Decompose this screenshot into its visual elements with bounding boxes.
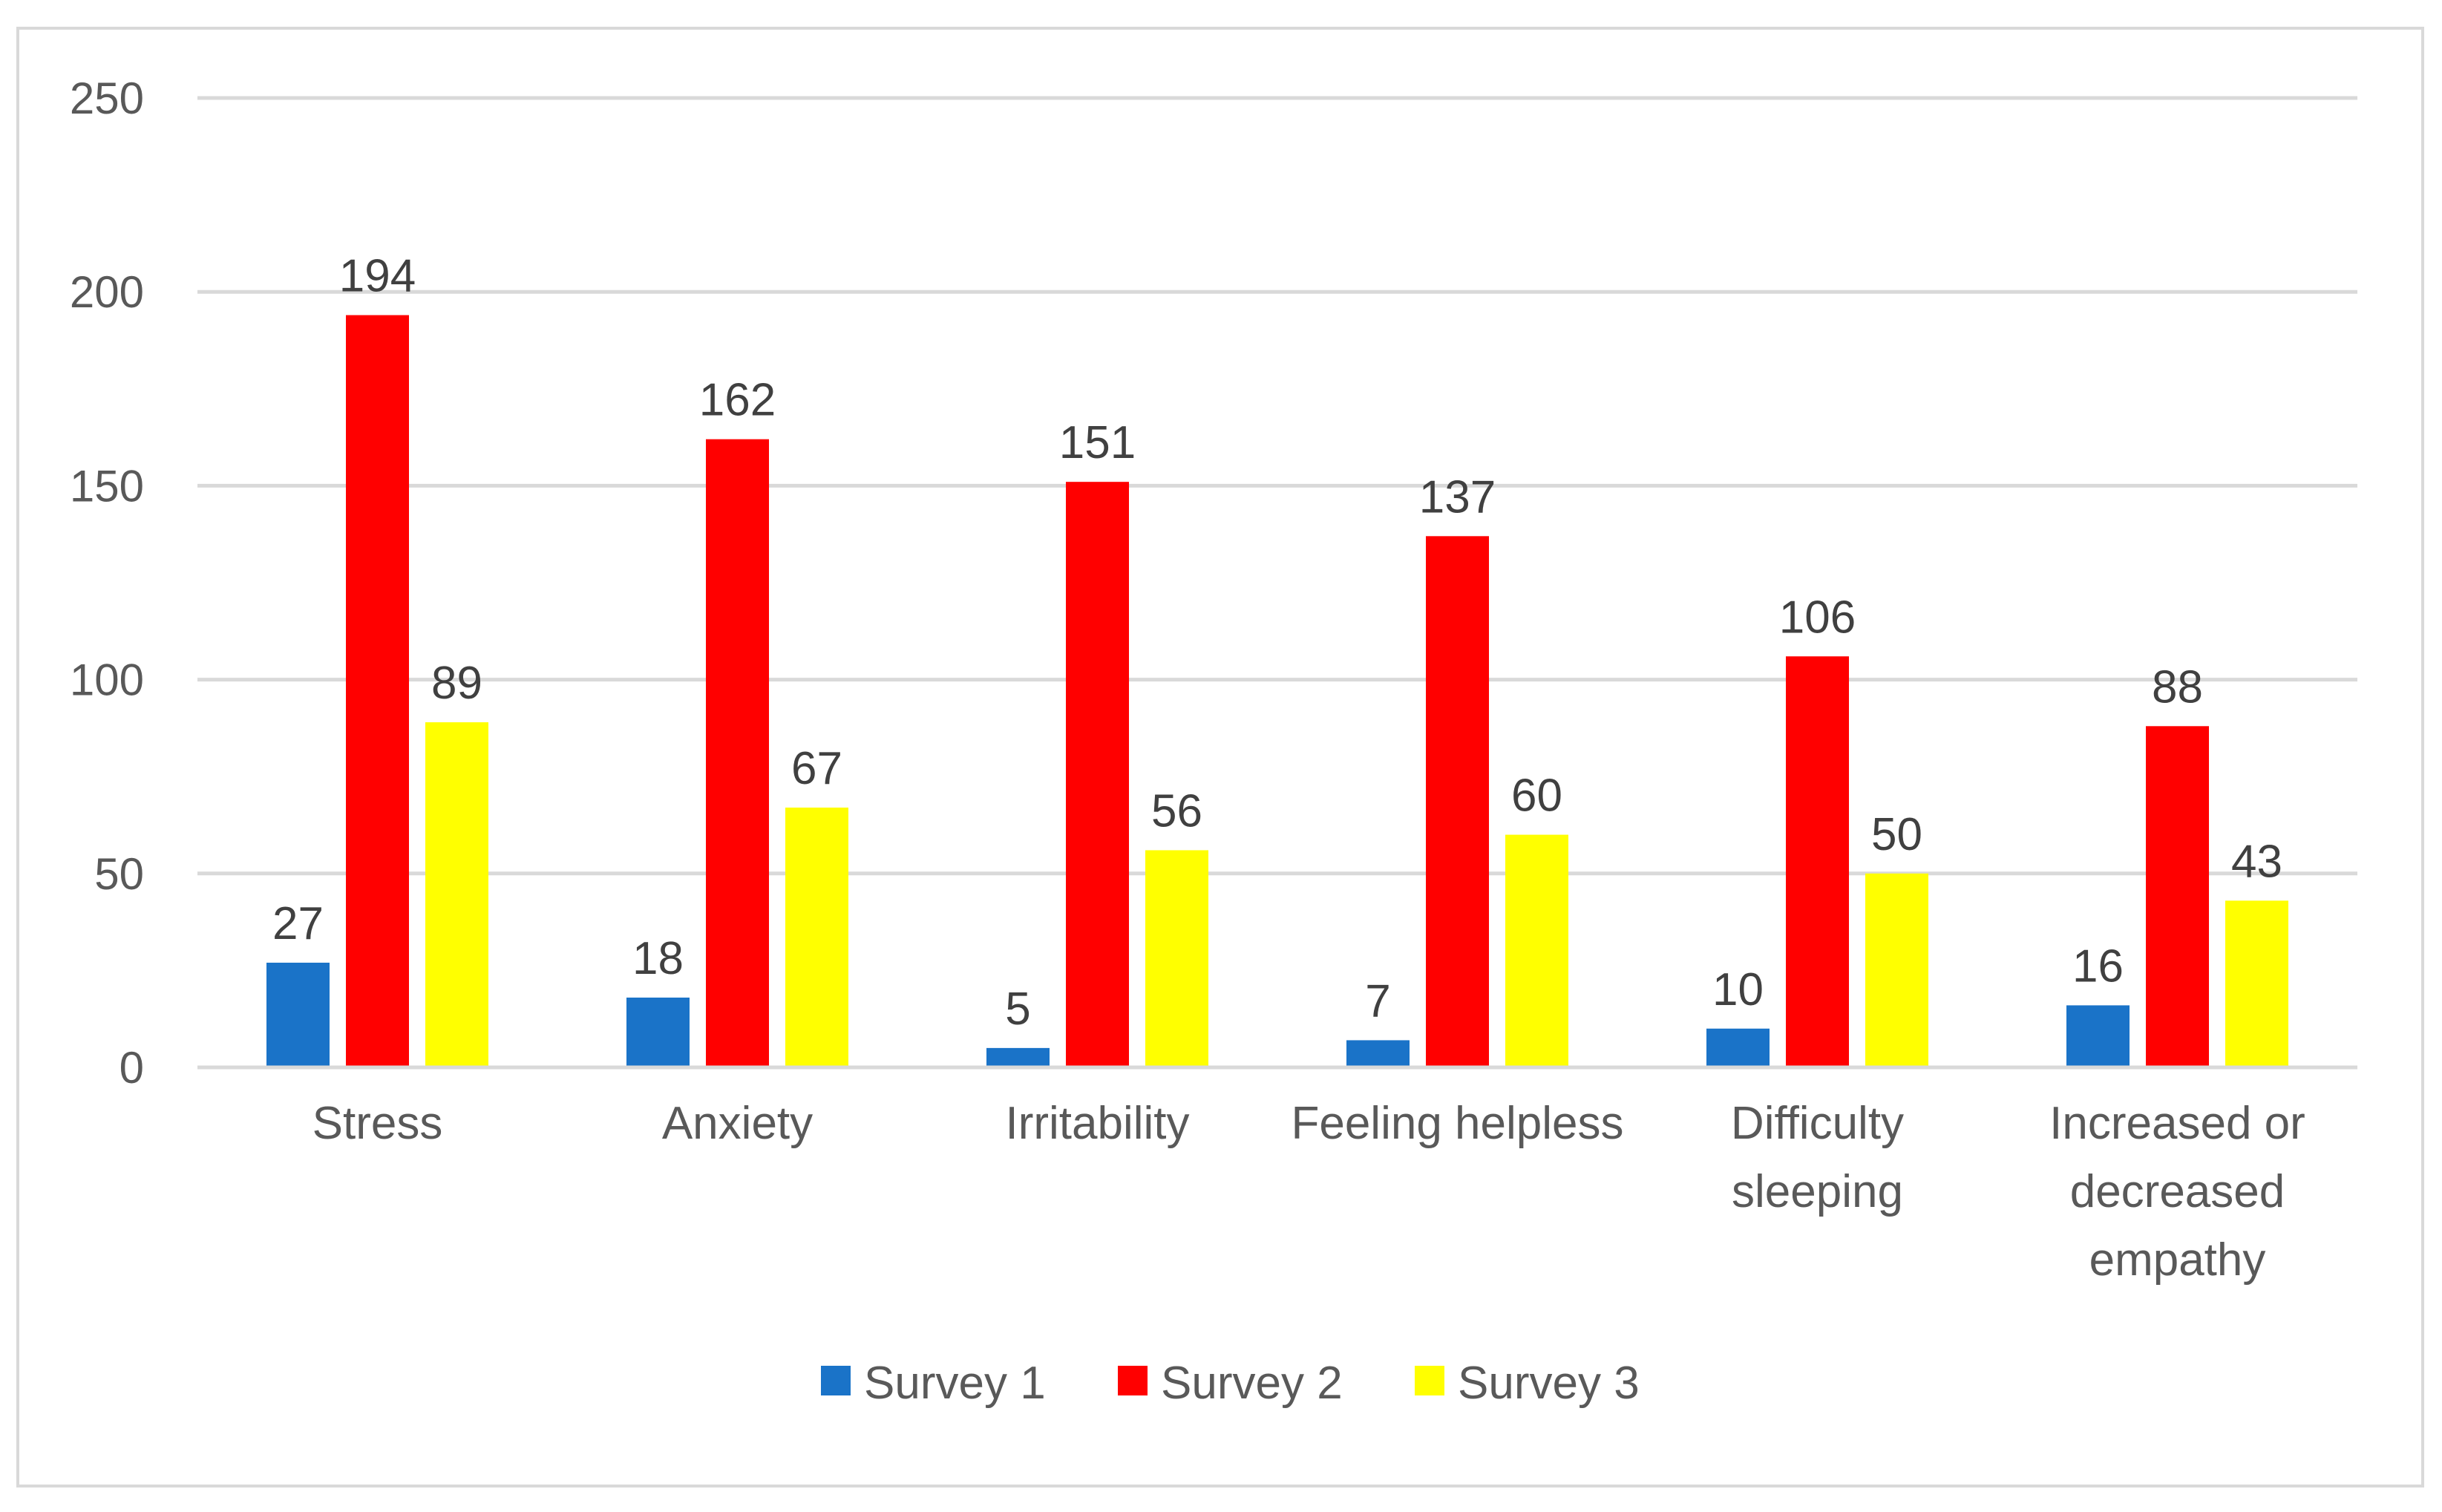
legend-swatch-survey-2 xyxy=(1118,1366,1148,1395)
y-tick-label-200: 200 xyxy=(70,267,144,317)
data-label-survey-3-4: 50 xyxy=(1871,809,1922,860)
legend: Survey 1 Survey 2 Survey 3 xyxy=(821,1358,1640,1409)
bar-survey-1-1 xyxy=(626,997,690,1067)
bar-survey-1-0 xyxy=(266,962,330,1067)
category-label-line: empathy xyxy=(2089,1234,2266,1286)
data-label-survey-2-2: 151 xyxy=(1059,417,1136,468)
data-labels: 27 194 89 18 162 67 5 151 56 7 137 60 10 106 50 16 88 43 xyxy=(272,251,2282,1035)
data-label-survey-3-5: 43 xyxy=(2231,836,2282,887)
data-label-survey-2-1: 162 xyxy=(699,375,776,426)
category-label-line: Increased or xyxy=(2049,1098,2305,1149)
bar-survey-1-4 xyxy=(1706,1028,1770,1067)
data-label-survey-1-5: 16 xyxy=(2072,940,2124,992)
bar-chart: 0 50 100 150 200 250 27 194 89 18 162 67 5 151 56 7 137… xyxy=(70,73,2357,1409)
category-label-1: Anxiety xyxy=(662,1098,813,1149)
bar-survey-2-1 xyxy=(706,439,769,1067)
y-axis-ticks: 0 50 100 150 200 250 xyxy=(70,73,144,1093)
bar-survey-1-2 xyxy=(986,1047,1050,1067)
bars xyxy=(266,315,2288,1067)
category-label-3: Feeling helpless xyxy=(1291,1098,1623,1149)
category-label-line: Difficulty xyxy=(1731,1098,1904,1149)
data-label-survey-1-4: 10 xyxy=(1712,964,1764,1015)
category-label-2: Irritability xyxy=(1005,1098,1189,1149)
bar-survey-2-5 xyxy=(2146,726,2209,1067)
legend-label-survey-3: Survey 3 xyxy=(1458,1358,1640,1409)
bar-survey-2-3 xyxy=(1426,536,1489,1067)
bar-survey-2-4 xyxy=(1786,656,1849,1067)
data-label-survey-3-1: 67 xyxy=(791,743,842,794)
bar-survey-3-4 xyxy=(1865,873,1928,1067)
category-labels: Stress Anxiety Irritability Feeling helples… xyxy=(312,1098,2305,1286)
category-label-0: Stress xyxy=(312,1098,443,1149)
y-tick-label-250: 250 xyxy=(70,73,144,123)
category-label-4: Difficulty sleeping xyxy=(1731,1098,1904,1217)
bar-survey-3-0 xyxy=(425,722,488,1067)
bar-survey-3-2 xyxy=(1145,850,1208,1067)
category-label-line: Stress xyxy=(312,1098,443,1149)
y-tick-label-100: 100 xyxy=(70,655,144,705)
category-label-line: Anxiety xyxy=(662,1098,813,1149)
legend-swatch-survey-1 xyxy=(821,1366,851,1395)
data-label-survey-2-0: 194 xyxy=(339,251,416,302)
data-label-survey-1-0: 27 xyxy=(272,898,324,949)
gridlines xyxy=(197,96,2357,876)
data-label-survey-1-3: 7 xyxy=(1365,975,1390,1027)
data-label-survey-2-3: 137 xyxy=(1419,471,1496,523)
y-tick-label-50: 50 xyxy=(94,849,144,899)
bar-survey-2-2 xyxy=(1066,482,1129,1067)
bar-survey-1-3 xyxy=(1346,1040,1410,1067)
bar-survey-3-1 xyxy=(785,807,848,1067)
data-label-survey-1-1: 18 xyxy=(632,933,684,984)
y-tick-label-0: 0 xyxy=(120,1043,144,1093)
bar-survey-3-5 xyxy=(2225,900,2288,1067)
y-tick-label-150: 150 xyxy=(70,461,144,511)
bar-survey-3-3 xyxy=(1505,834,1568,1067)
category-label-line: decreased xyxy=(2070,1166,2285,1217)
bar-survey-1-5 xyxy=(2066,1005,2130,1067)
category-label-line: Feeling helpless xyxy=(1291,1098,1623,1149)
bar-survey-2-0 xyxy=(346,315,409,1067)
legend-swatch-survey-3 xyxy=(1415,1366,1444,1395)
data-label-survey-3-2: 56 xyxy=(1151,785,1202,837)
data-label-survey-1-2: 5 xyxy=(1005,984,1030,1035)
category-label-line: Irritability xyxy=(1005,1098,1189,1149)
data-label-survey-2-5: 88 xyxy=(2152,661,2203,713)
category-label-5: Increased or decreased empathy xyxy=(2049,1098,2305,1286)
data-label-survey-3-3: 60 xyxy=(1511,770,1562,822)
data-label-survey-3-0: 89 xyxy=(431,658,482,709)
category-label-line: sleeping xyxy=(1732,1166,1903,1217)
chart-frame: 0 50 100 150 200 250 27 194 89 18 162 67 5 151 56 7 137… xyxy=(16,27,2424,1488)
legend-label-survey-1: Survey 1 xyxy=(864,1358,1046,1409)
legend-label-survey-2: Survey 2 xyxy=(1161,1358,1343,1409)
data-label-survey-2-4: 106 xyxy=(1779,592,1856,643)
